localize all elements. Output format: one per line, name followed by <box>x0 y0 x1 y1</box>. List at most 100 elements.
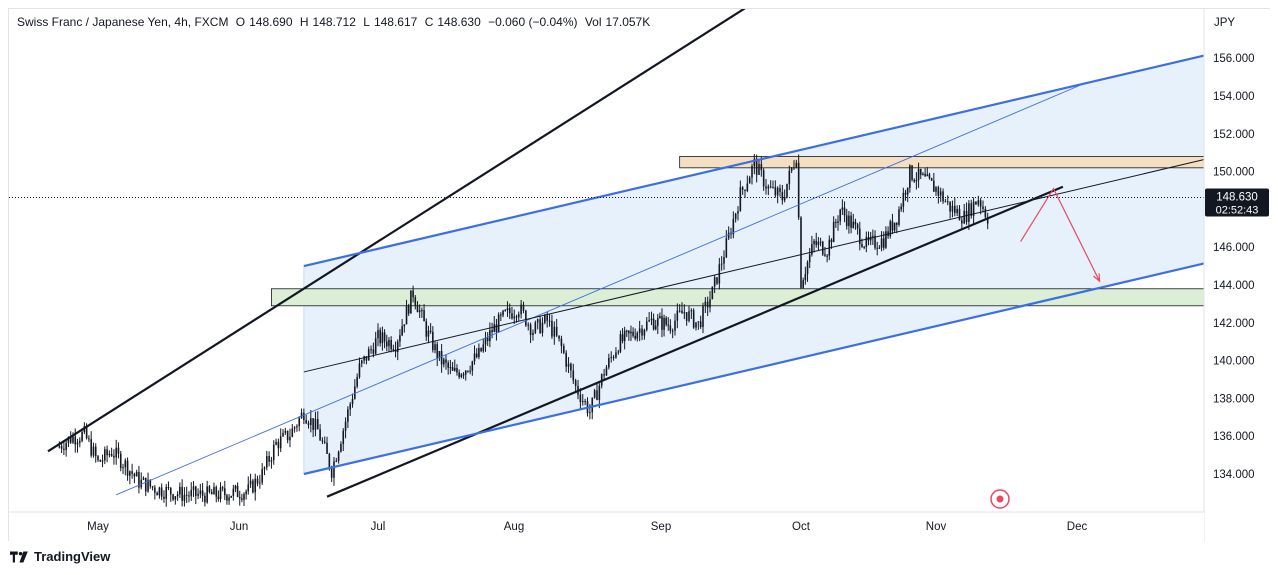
candle-body <box>774 187 777 196</box>
black-channel-upper-line[interactable] <box>47 9 750 453</box>
candle-body <box>555 326 558 336</box>
candle-body <box>963 210 965 224</box>
candle-body <box>421 310 423 312</box>
candle-body <box>312 418 314 430</box>
candle-body <box>351 398 354 405</box>
resistance-zone[interactable] <box>679 156 1218 169</box>
black-channel-lower-line[interactable] <box>326 185 1064 498</box>
candle-body <box>975 201 977 205</box>
candle-body <box>961 220 963 224</box>
candle-body <box>429 330 432 332</box>
candle-body <box>188 495 190 497</box>
last-price-badge[interactable] <box>1205 188 1269 217</box>
candle-body <box>363 356 365 361</box>
candle-body <box>933 180 935 192</box>
candle-body <box>876 247 879 249</box>
drawings-layer[interactable] <box>9 9 1218 509</box>
candle-body <box>234 485 237 489</box>
candle-body <box>228 497 230 501</box>
record-icon[interactable] <box>990 489 1010 509</box>
open-value: 148.690 <box>249 15 293 29</box>
candle-body <box>797 162 800 218</box>
candle-body <box>982 206 984 209</box>
candle-body <box>678 310 681 312</box>
candle-body <box>388 339 390 347</box>
candle-body <box>541 322 544 333</box>
candle-body <box>900 206 902 210</box>
time-tick-label: Sep <box>651 521 671 533</box>
candle-body <box>94 446 97 457</box>
time-tick-label: Jun <box>230 521 249 533</box>
candle-body <box>972 201 975 216</box>
black-thin-trend-line[interactable] <box>303 155 1218 373</box>
candle-body <box>704 301 707 306</box>
candle-body <box>390 339 392 350</box>
candle-body <box>192 486 195 490</box>
candle-body <box>615 352 617 358</box>
candle-body <box>151 486 154 488</box>
candle-body <box>605 367 608 376</box>
candle-body <box>621 334 624 342</box>
candle-body <box>598 385 601 401</box>
candle-body <box>303 412 305 421</box>
candle-body <box>913 179 916 182</box>
candle-body <box>154 487 156 493</box>
candle-body <box>416 305 419 313</box>
candle-body <box>204 495 206 503</box>
change-value: −0.060 (−0.04%) <box>488 15 578 29</box>
blue-channel-upper-line[interactable] <box>303 51 1218 268</box>
chart-frame[interactable]: 134.000 136.000 138.000 140.000 142.000 144.0… <box>8 8 1271 542</box>
candle-body <box>493 324 496 333</box>
candle-body <box>826 255 828 257</box>
candle-body <box>685 312 688 321</box>
candle-body <box>347 409 349 422</box>
candle-body <box>473 353 476 362</box>
symbol-title[interactable]: Swiss Franc / Japanese Yen, 4h, FXCM <box>17 15 229 29</box>
candle-body <box>625 330 628 332</box>
candle-body <box>263 467 266 470</box>
chart-canvas[interactable]: 134.000 136.000 138.000 140.000 142.000 144.0… <box>9 9 1271 542</box>
candle-body <box>358 363 361 378</box>
candle-body <box>781 192 784 201</box>
candle-body <box>880 238 883 248</box>
candle-body <box>471 361 474 371</box>
tradingview-logo-icon <box>10 550 28 563</box>
candle-body <box>217 496 220 500</box>
high-value: 148.712 <box>312 15 356 29</box>
price-tick-label: 134.000 <box>1213 469 1255 481</box>
blue-thin-trend-line[interactable] <box>116 82 1087 496</box>
candle-body <box>579 394 582 403</box>
candle-body <box>135 471 138 477</box>
candle-body <box>194 486 197 496</box>
blue-channel-lower-line[interactable] <box>303 259 1218 476</box>
candle-body <box>335 460 338 462</box>
projection-path[interactable] <box>1020 187 1101 282</box>
candle-body <box>852 221 855 228</box>
candle-body <box>365 356 368 361</box>
candle-body <box>574 380 577 386</box>
candle-body <box>755 158 758 175</box>
price-tick-label: 140.000 <box>1213 356 1255 368</box>
candle-body <box>372 349 375 354</box>
candle-body <box>891 221 894 231</box>
candle-body <box>527 324 530 326</box>
candle-body <box>232 488 235 496</box>
candle-body <box>504 310 507 312</box>
candle-body <box>665 317 667 325</box>
candle-body <box>839 209 841 222</box>
candle-body <box>878 247 881 249</box>
footer-brand[interactable]: TradingView <box>10 549 110 564</box>
candle-body <box>65 442 67 450</box>
candle-body <box>296 426 298 428</box>
candle-body <box>438 351 441 359</box>
currency-label[interactable]: JPY <box>1214 17 1235 29</box>
candle-body <box>930 178 933 181</box>
candle-body <box>811 244 813 255</box>
candle-body <box>275 441 277 445</box>
candle-body <box>748 177 751 184</box>
candle-body <box>548 320 551 322</box>
candle-body <box>482 344 485 352</box>
candle-body <box>772 187 774 189</box>
volume-key: Vol <box>584 15 602 29</box>
bar-countdown: 02:52:43 <box>1216 204 1259 216</box>
